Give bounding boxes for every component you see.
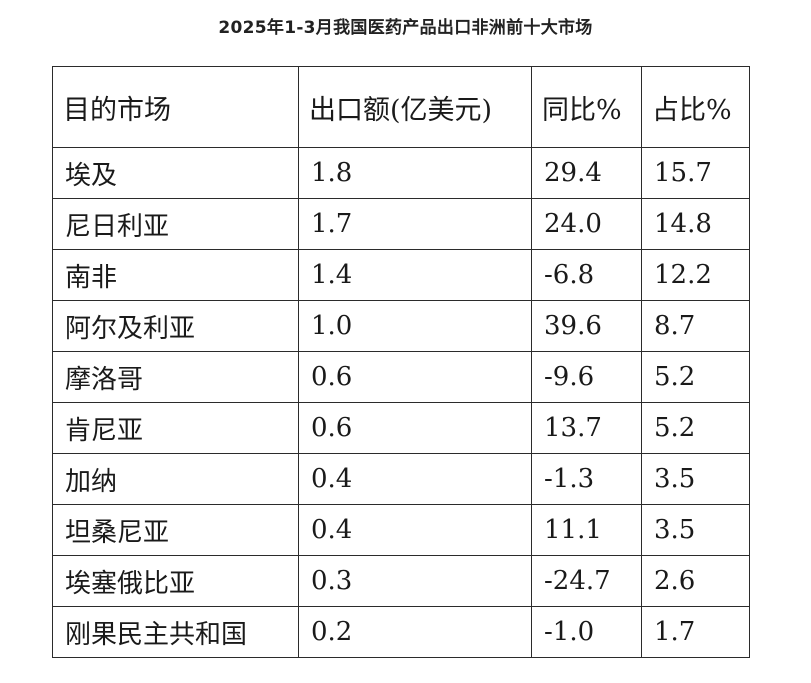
cell-yoy: 39.6 [531, 300, 642, 352]
cell-yoy: 24.0 [531, 198, 642, 250]
cell-share: 3.5 [641, 453, 750, 505]
cell-market: 加纳 [52, 453, 299, 505]
cell-market: 埃塞俄比亚 [52, 555, 299, 607]
cell-yoy: -6.8 [531, 249, 642, 301]
header-market: 目的市场 [52, 66, 299, 148]
cell-export-value: 1.0 [298, 300, 532, 352]
table-row: 刚果民主共和国 0.2 -1.0 1.7 [52, 606, 750, 658]
header-export-value: 出口额(亿美元) [298, 66, 532, 148]
cell-export-value: 0.6 [298, 402, 532, 454]
cell-export-value: 1.7 [298, 198, 532, 250]
cell-share: 3.5 [641, 504, 750, 556]
cell-export-value: 1.8 [298, 147, 532, 199]
table-row: 尼日利亚 1.7 24.0 14.8 [52, 198, 750, 250]
cell-market: 阿尔及利亚 [52, 300, 299, 352]
cell-yoy: -1.0 [531, 606, 642, 658]
cell-yoy: -9.6 [531, 351, 642, 403]
cell-share: 15.7 [641, 147, 750, 199]
cell-share: 5.2 [641, 351, 750, 403]
cell-market: 埃及 [52, 147, 299, 199]
cell-market: 摩洛哥 [52, 351, 299, 403]
cell-market: 南非 [52, 249, 299, 301]
cell-share: 1.7 [641, 606, 750, 658]
page-title: 2025年1-3月我国医药产品出口非洲前十大市场 [218, 18, 593, 38]
header-share: 占比% [641, 66, 750, 148]
cell-export-value: 0.2 [298, 606, 532, 658]
cell-export-value: 0.4 [298, 504, 532, 556]
cell-market: 尼日利亚 [52, 198, 299, 250]
cell-yoy: 13.7 [531, 402, 642, 454]
table-row: 埃塞俄比亚 0.3 -24.7 2.6 [52, 555, 750, 607]
table-row: 阿尔及利亚 1.0 39.6 8.7 [52, 300, 750, 352]
cell-yoy: -1.3 [531, 453, 642, 505]
header-row: 目的市场 出口额(亿美元) 同比% 占比% [52, 66, 750, 148]
table-row: 埃及 1.8 29.4 15.7 [52, 147, 750, 199]
cell-export-value: 1.4 [298, 249, 532, 301]
cell-yoy: -24.7 [531, 555, 642, 607]
cell-yoy: 11.1 [531, 504, 642, 556]
cell-share: 2.6 [641, 555, 750, 607]
cell-share: 8.7 [641, 300, 750, 352]
cell-market: 坦桑尼亚 [52, 504, 299, 556]
cell-share: 5.2 [641, 402, 750, 454]
table-row: 南非 1.4 -6.8 12.2 [52, 249, 750, 301]
cell-share: 12.2 [641, 249, 750, 301]
cell-yoy: 29.4 [531, 147, 642, 199]
table-row: 坦桑尼亚 0.4 11.1 3.5 [52, 504, 750, 556]
cell-export-value: 0.6 [298, 351, 532, 403]
cell-market: 刚果民主共和国 [52, 606, 299, 658]
table-row: 肯尼亚 0.6 13.7 5.2 [52, 402, 750, 454]
header-yoy: 同比% [531, 66, 642, 148]
cell-share: 14.8 [641, 198, 750, 250]
table-row: 摩洛哥 0.6 -9.6 5.2 [52, 351, 750, 403]
table-row: 加纳 0.4 -1.3 3.5 [52, 453, 750, 505]
data-table: 目的市场 出口额(亿美元) 同比% 占比% 埃及 1.8 29.4 15.7 尼… [52, 66, 750, 658]
cell-export-value: 0.4 [298, 453, 532, 505]
cell-export-value: 0.3 [298, 555, 532, 607]
cell-market: 肯尼亚 [52, 402, 299, 454]
